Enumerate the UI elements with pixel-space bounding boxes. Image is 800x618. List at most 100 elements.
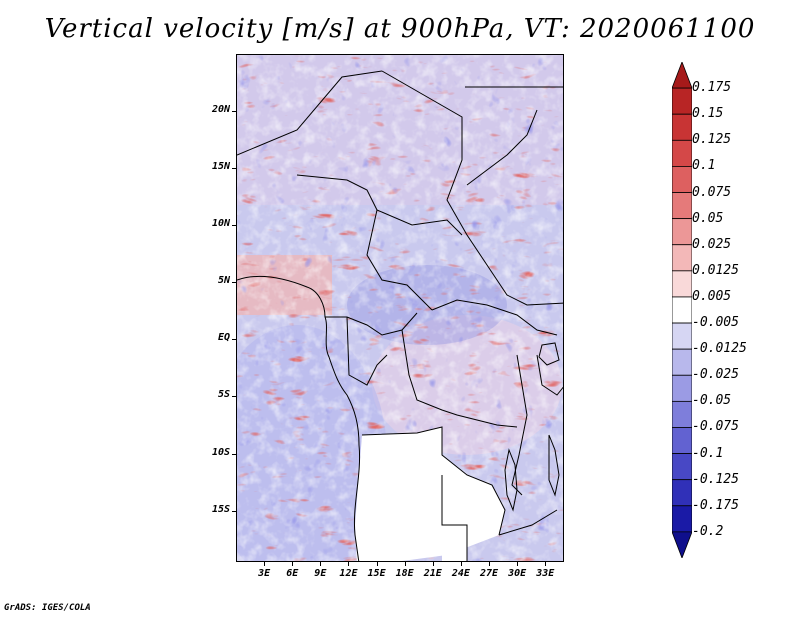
lon-tick-label: 6E bbox=[286, 568, 299, 579]
lat-tick-label: 15S bbox=[211, 503, 230, 515]
border-line bbox=[441, 475, 468, 561]
map-panel bbox=[236, 54, 564, 562]
lat-tick-label: 5S bbox=[217, 389, 230, 401]
velocity-field-map bbox=[237, 55, 563, 561]
colorbar-tick-label: 0.0125 bbox=[692, 262, 739, 278]
border-line bbox=[381, 70, 563, 306]
colorbar-segment bbox=[672, 479, 692, 507]
lon-tick-mark bbox=[460, 562, 462, 566]
colorbar-segment bbox=[672, 400, 692, 428]
colorbar-segment bbox=[672, 218, 692, 246]
border-line bbox=[466, 109, 538, 186]
colorbar-tick-label: 0.025 bbox=[692, 236, 732, 252]
chart-title: Vertical velocity [m/s] at 900hPa, VT: 2… bbox=[44, 14, 756, 44]
colorbar-tick-label: -0.1 bbox=[692, 445, 724, 461]
colorbar-tick-label: 0.175 bbox=[692, 80, 732, 96]
colorbar-tick-label: -0.025 bbox=[692, 367, 739, 383]
lon-tick-mark bbox=[348, 562, 350, 566]
lon-tick-mark bbox=[517, 562, 519, 566]
lon-tick-mark bbox=[404, 562, 406, 566]
footer-credit: GrADS: IGES/COLA bbox=[4, 603, 91, 613]
lon-tick-label: 3E bbox=[258, 568, 271, 579]
colorbar-segment bbox=[672, 270, 692, 298]
colorbar-segment bbox=[672, 139, 692, 167]
colorbar-tick-label: 0.05 bbox=[692, 210, 724, 226]
lat-tick-label: 10N bbox=[211, 218, 230, 230]
lon-tick-label: 30E bbox=[508, 568, 527, 579]
border-line bbox=[237, 70, 383, 156]
colorbar-tick-label: 0.005 bbox=[692, 288, 732, 304]
colorbar-segment bbox=[672, 374, 692, 402]
lat-tick-mark bbox=[232, 510, 236, 512]
colorbar-tick-label: 0.1 bbox=[692, 158, 716, 174]
lat-tick-label: EQ bbox=[217, 332, 230, 344]
colorbar bbox=[672, 62, 692, 558]
lon-tick-label: 21E bbox=[423, 568, 442, 579]
colorbar-segment bbox=[672, 348, 692, 376]
colorbar-segment bbox=[672, 322, 692, 350]
lat-tick-label: 5N bbox=[217, 275, 230, 287]
lat-tick-mark bbox=[232, 339, 236, 341]
lat-tick-label: 15N bbox=[211, 161, 230, 173]
lon-tick-label: 15E bbox=[367, 568, 386, 579]
border-line bbox=[511, 354, 528, 496]
colorbar-segment bbox=[672, 296, 692, 324]
lat-tick-mark bbox=[232, 453, 236, 455]
lat-tick-mark bbox=[232, 111, 236, 113]
border-line bbox=[296, 174, 433, 311]
lat-tick-label: 20N bbox=[211, 104, 230, 116]
lon-tick-label: 18E bbox=[395, 568, 414, 579]
coastline-west bbox=[237, 275, 361, 561]
border-line bbox=[346, 316, 388, 386]
lon-tick-label: 27E bbox=[479, 568, 499, 579]
lon-tick-mark bbox=[320, 562, 322, 566]
lon-tick-label: 24E bbox=[451, 568, 470, 579]
colorbar-segment bbox=[672, 87, 692, 115]
lon-tick-mark bbox=[292, 562, 294, 566]
border-line bbox=[401, 329, 518, 428]
colorbar-segment bbox=[672, 427, 692, 454]
lon-tick-mark bbox=[545, 562, 547, 566]
colorbar-tick-label: -0.175 bbox=[692, 497, 739, 513]
colorbar-tick-label: 0.15 bbox=[692, 106, 724, 122]
colorbar-segment bbox=[672, 453, 692, 481]
lat-tick-mark bbox=[232, 168, 236, 170]
lat-tick-mark bbox=[232, 282, 236, 284]
lat-tick-label: 10S bbox=[211, 446, 230, 458]
lon-tick-mark bbox=[376, 562, 378, 566]
colorbar-segment bbox=[672, 192, 692, 220]
lon-tick-label: 9E bbox=[314, 568, 327, 579]
lake-outline bbox=[504, 448, 518, 512]
lon-tick-label: 33E bbox=[536, 568, 555, 579]
colorbar-segment bbox=[672, 505, 692, 533]
lake-outline bbox=[548, 434, 560, 497]
colorbar-segment bbox=[672, 531, 692, 558]
colorbar-segment bbox=[672, 113, 692, 141]
colorbar-tick-label: -0.2 bbox=[692, 523, 724, 539]
border-line bbox=[376, 209, 463, 236]
lat-tick-mark bbox=[232, 225, 236, 227]
border-line bbox=[361, 426, 506, 536]
lon-tick-mark bbox=[489, 562, 491, 566]
colorbar-tick-label: -0.0125 bbox=[692, 341, 747, 357]
lon-tick-mark bbox=[432, 562, 434, 566]
colorbar-tick-label: -0.075 bbox=[692, 419, 739, 435]
boundaries bbox=[237, 70, 563, 561]
colorbar-tick-label: 0.125 bbox=[692, 132, 732, 148]
border-line bbox=[536, 354, 563, 396]
lon-tick-label: 12E bbox=[339, 568, 358, 579]
border-line bbox=[431, 299, 558, 336]
colorbar-tick-label: -0.05 bbox=[692, 393, 732, 409]
masked-region-sw bbox=[442, 525, 467, 561]
colorbar-segment bbox=[672, 62, 692, 89]
colorbar-tick-label: -0.125 bbox=[692, 471, 739, 487]
colorbar-segment bbox=[672, 244, 692, 272]
lon-tick-mark bbox=[264, 562, 266, 566]
border-line bbox=[325, 312, 418, 336]
lat-tick-mark bbox=[232, 396, 236, 398]
border-line bbox=[498, 509, 558, 536]
colorbar-tick-label: 0.075 bbox=[692, 184, 732, 200]
colorbar-segment bbox=[672, 166, 692, 193]
lake-outline bbox=[538, 342, 560, 366]
colorbar-tick-label: -0.005 bbox=[692, 315, 739, 331]
